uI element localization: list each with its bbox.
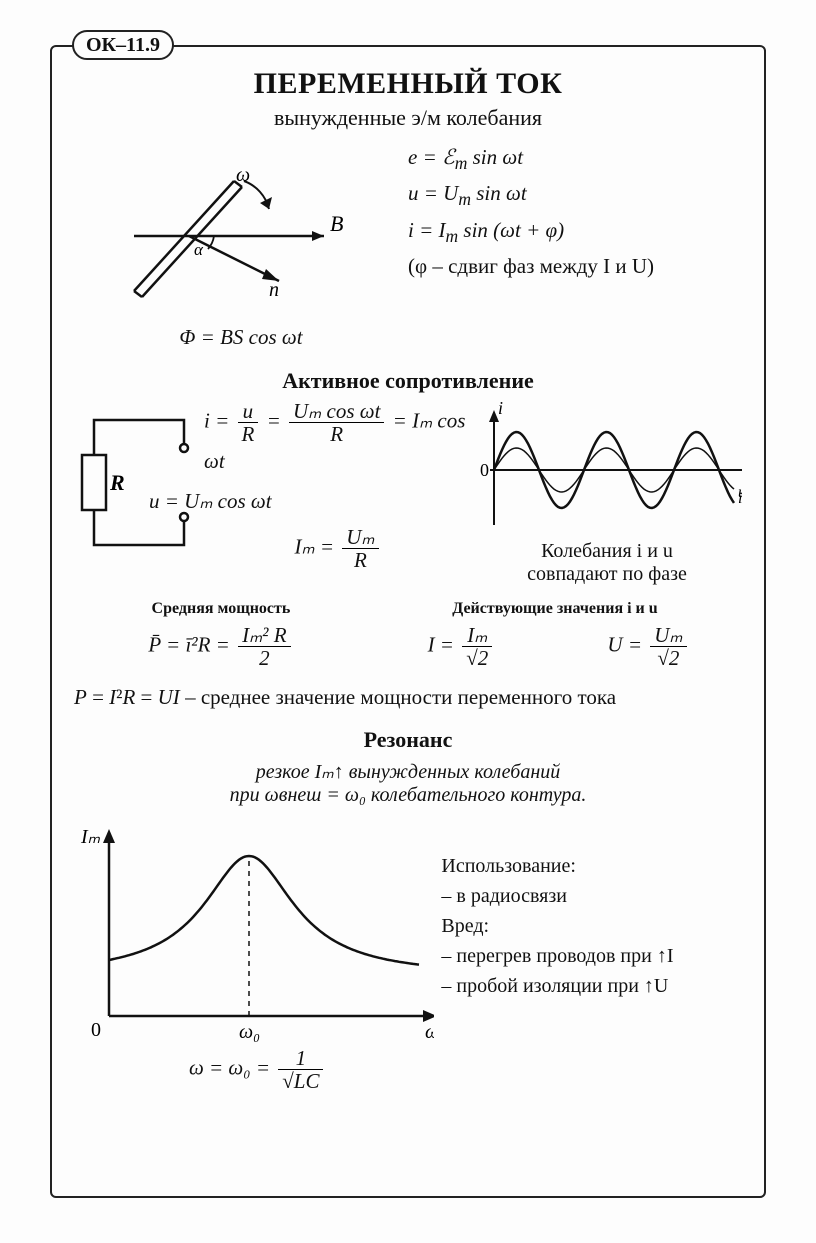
alpha-label: α (194, 240, 204, 259)
resonance-desc2: при ωвнеш = ω₀ колебательного контура. (74, 784, 742, 807)
rms-heading: Действующие значения i и u (368, 600, 742, 618)
resonance-heading: Резонанс (74, 727, 742, 753)
harm-heading: Вред: (441, 911, 742, 941)
omega-eq: ω = ω₀ = 1√LC (74, 1047, 441, 1092)
U-rms: U = Uₘ√2 (555, 624, 742, 669)
resonance-notes: Использование: – в радиосвязи Вред: – пе… (441, 821, 742, 1001)
u-formula: u = Um sin ωt (408, 177, 742, 213)
content-frame: ОК–11.9 ПЕРЕМЕННЫЙ ТОК вынужденные э/м к… (50, 45, 766, 1198)
sine-caption1: Колебания i и u (472, 540, 742, 563)
Pbar-formula: P̄ = ī²R = Iₘ² R2 (74, 624, 368, 669)
flux-formula: Φ = BS cos ωt (74, 321, 408, 354)
resonance-desc1: резкое Iₘ↑ вынужденных колебаний (74, 759, 742, 784)
svg-text:ω: ω (425, 1021, 434, 1043)
active-formulas: i = uR = Uₘ cos ωtR = Iₘ cos ωt u = Uₘ c… (204, 400, 472, 571)
subtitle: вынужденные э/м колебания (74, 105, 742, 131)
page-title: ПЕРЕМЕННЫЙ ТОК (74, 67, 742, 101)
svg-text:0: 0 (480, 460, 489, 480)
circuit-diagram: R (74, 400, 204, 560)
svg-text:ω₀: ω₀ (239, 1021, 260, 1043)
uses-heading: Использование: (441, 851, 742, 881)
omega-label: ω (236, 164, 250, 186)
resonance-curve: Iₘ 0 ω ω₀ ω = ω₀ = 1√LC (74, 821, 441, 1092)
i-chain: i = uR = Uₘ cos ωtR = Iₘ cos ωt (204, 400, 472, 478)
emf-formula: e = ℰm sin ωt (408, 141, 742, 177)
svg-text:i: i (738, 490, 742, 507)
i-formula: i = Im sin (ωt + φ) (408, 214, 742, 250)
phi-note: (φ – сдвиг фаз между I и U) (408, 250, 742, 283)
R-label: R (109, 470, 125, 495)
rotor-diagram: ω α B⃗ n⃗ Φ = BS cos ωt (74, 141, 408, 354)
I-rms: I = Iₘ√2 (368, 624, 555, 669)
active-heading: Активное сопротивление (74, 368, 742, 394)
B-label: B⃗ (330, 211, 361, 236)
svg-text:i: i (498, 400, 503, 418)
harm1: – перегрев проводов при ↑I (441, 941, 742, 971)
svg-text:Iₘ: Iₘ (80, 826, 101, 848)
harm2: – пробой изоляции при ↑U (441, 971, 742, 1001)
P-line: P = I²R = UI – среднее значение мощности… (74, 681, 742, 714)
sine-plot: i0tuRiR Колебания i и u совпадают по фаз… (472, 400, 742, 586)
sine-caption2: совпадают по фазе (472, 563, 742, 586)
badge: ОК–11.9 (72, 30, 174, 60)
intro-formulas: e = ℰm sin ωt u = Um sin ωt i = Im sin (… (408, 141, 742, 282)
n-label: n⃗ (269, 279, 295, 301)
u-active: u = Uₘ cos ωt (149, 485, 472, 518)
svg-text:0: 0 (91, 1019, 101, 1041)
use1: – в радиосвязи (441, 881, 742, 911)
Im-formula: Iₘ = UₘR (204, 526, 472, 571)
power-heading: Средняя мощность (74, 600, 368, 618)
